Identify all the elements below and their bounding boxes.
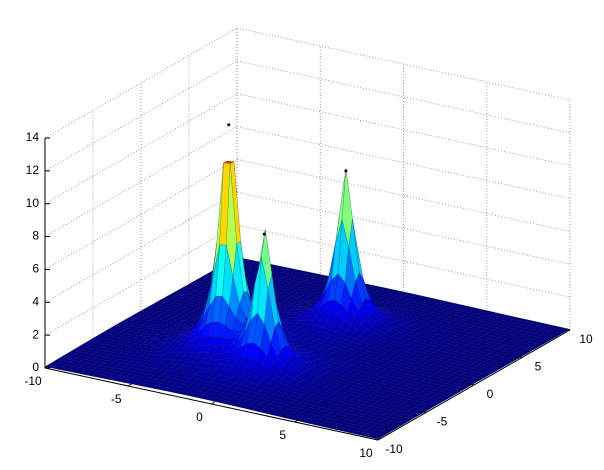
z-tick-label: 10 [26, 196, 40, 210]
tick-mark [211, 401, 215, 405]
grid-line [44, 126, 238, 237]
z-tick-label: 12 [26, 163, 40, 177]
z-tick-label: 6 [32, 262, 39, 276]
peak-apex [227, 123, 231, 127]
grid-line [44, 224, 238, 336]
x-tick-label: 10 [359, 446, 373, 460]
tick-mark [421, 411, 427, 413]
y-tick-label: 0 [487, 387, 494, 401]
tick-mark [565, 328, 571, 331]
tick-mark [377, 437, 382, 441]
x-tick-label: 0 [196, 410, 203, 424]
z-tick-label: 2 [32, 327, 39, 341]
grid-line [44, 27, 238, 139]
x-tick-label: -10 [24, 374, 42, 388]
x-tick-label: 5 [279, 428, 286, 442]
grid-line [44, 191, 238, 303]
y-tick-label: -10 [385, 442, 403, 456]
tick-mark [294, 419, 299, 423]
z-tick-label: 4 [32, 294, 39, 308]
tick-mark [127, 383, 132, 387]
tick-mark [44, 365, 49, 369]
tick-mark [373, 438, 379, 441]
x-tick-label: -5 [111, 392, 122, 406]
z-tick-label: 14 [26, 130, 40, 144]
grid-line [44, 93, 238, 205]
y-tick-label: 10 [579, 332, 593, 346]
tick-mark [469, 383, 475, 386]
z-tick-label: 8 [32, 229, 39, 243]
tick-mark [517, 356, 523, 358]
surface-patch [371, 435, 383, 440]
grid-line [44, 159, 238, 270]
y-tick-label: -5 [437, 415, 448, 429]
y-tick-label: 5 [535, 360, 542, 374]
surface [44, 160, 571, 440]
z-tick-label: 0 [32, 360, 39, 374]
peak-apex [344, 169, 348, 173]
peak-apex [262, 232, 266, 236]
grid-line [44, 60, 238, 172]
